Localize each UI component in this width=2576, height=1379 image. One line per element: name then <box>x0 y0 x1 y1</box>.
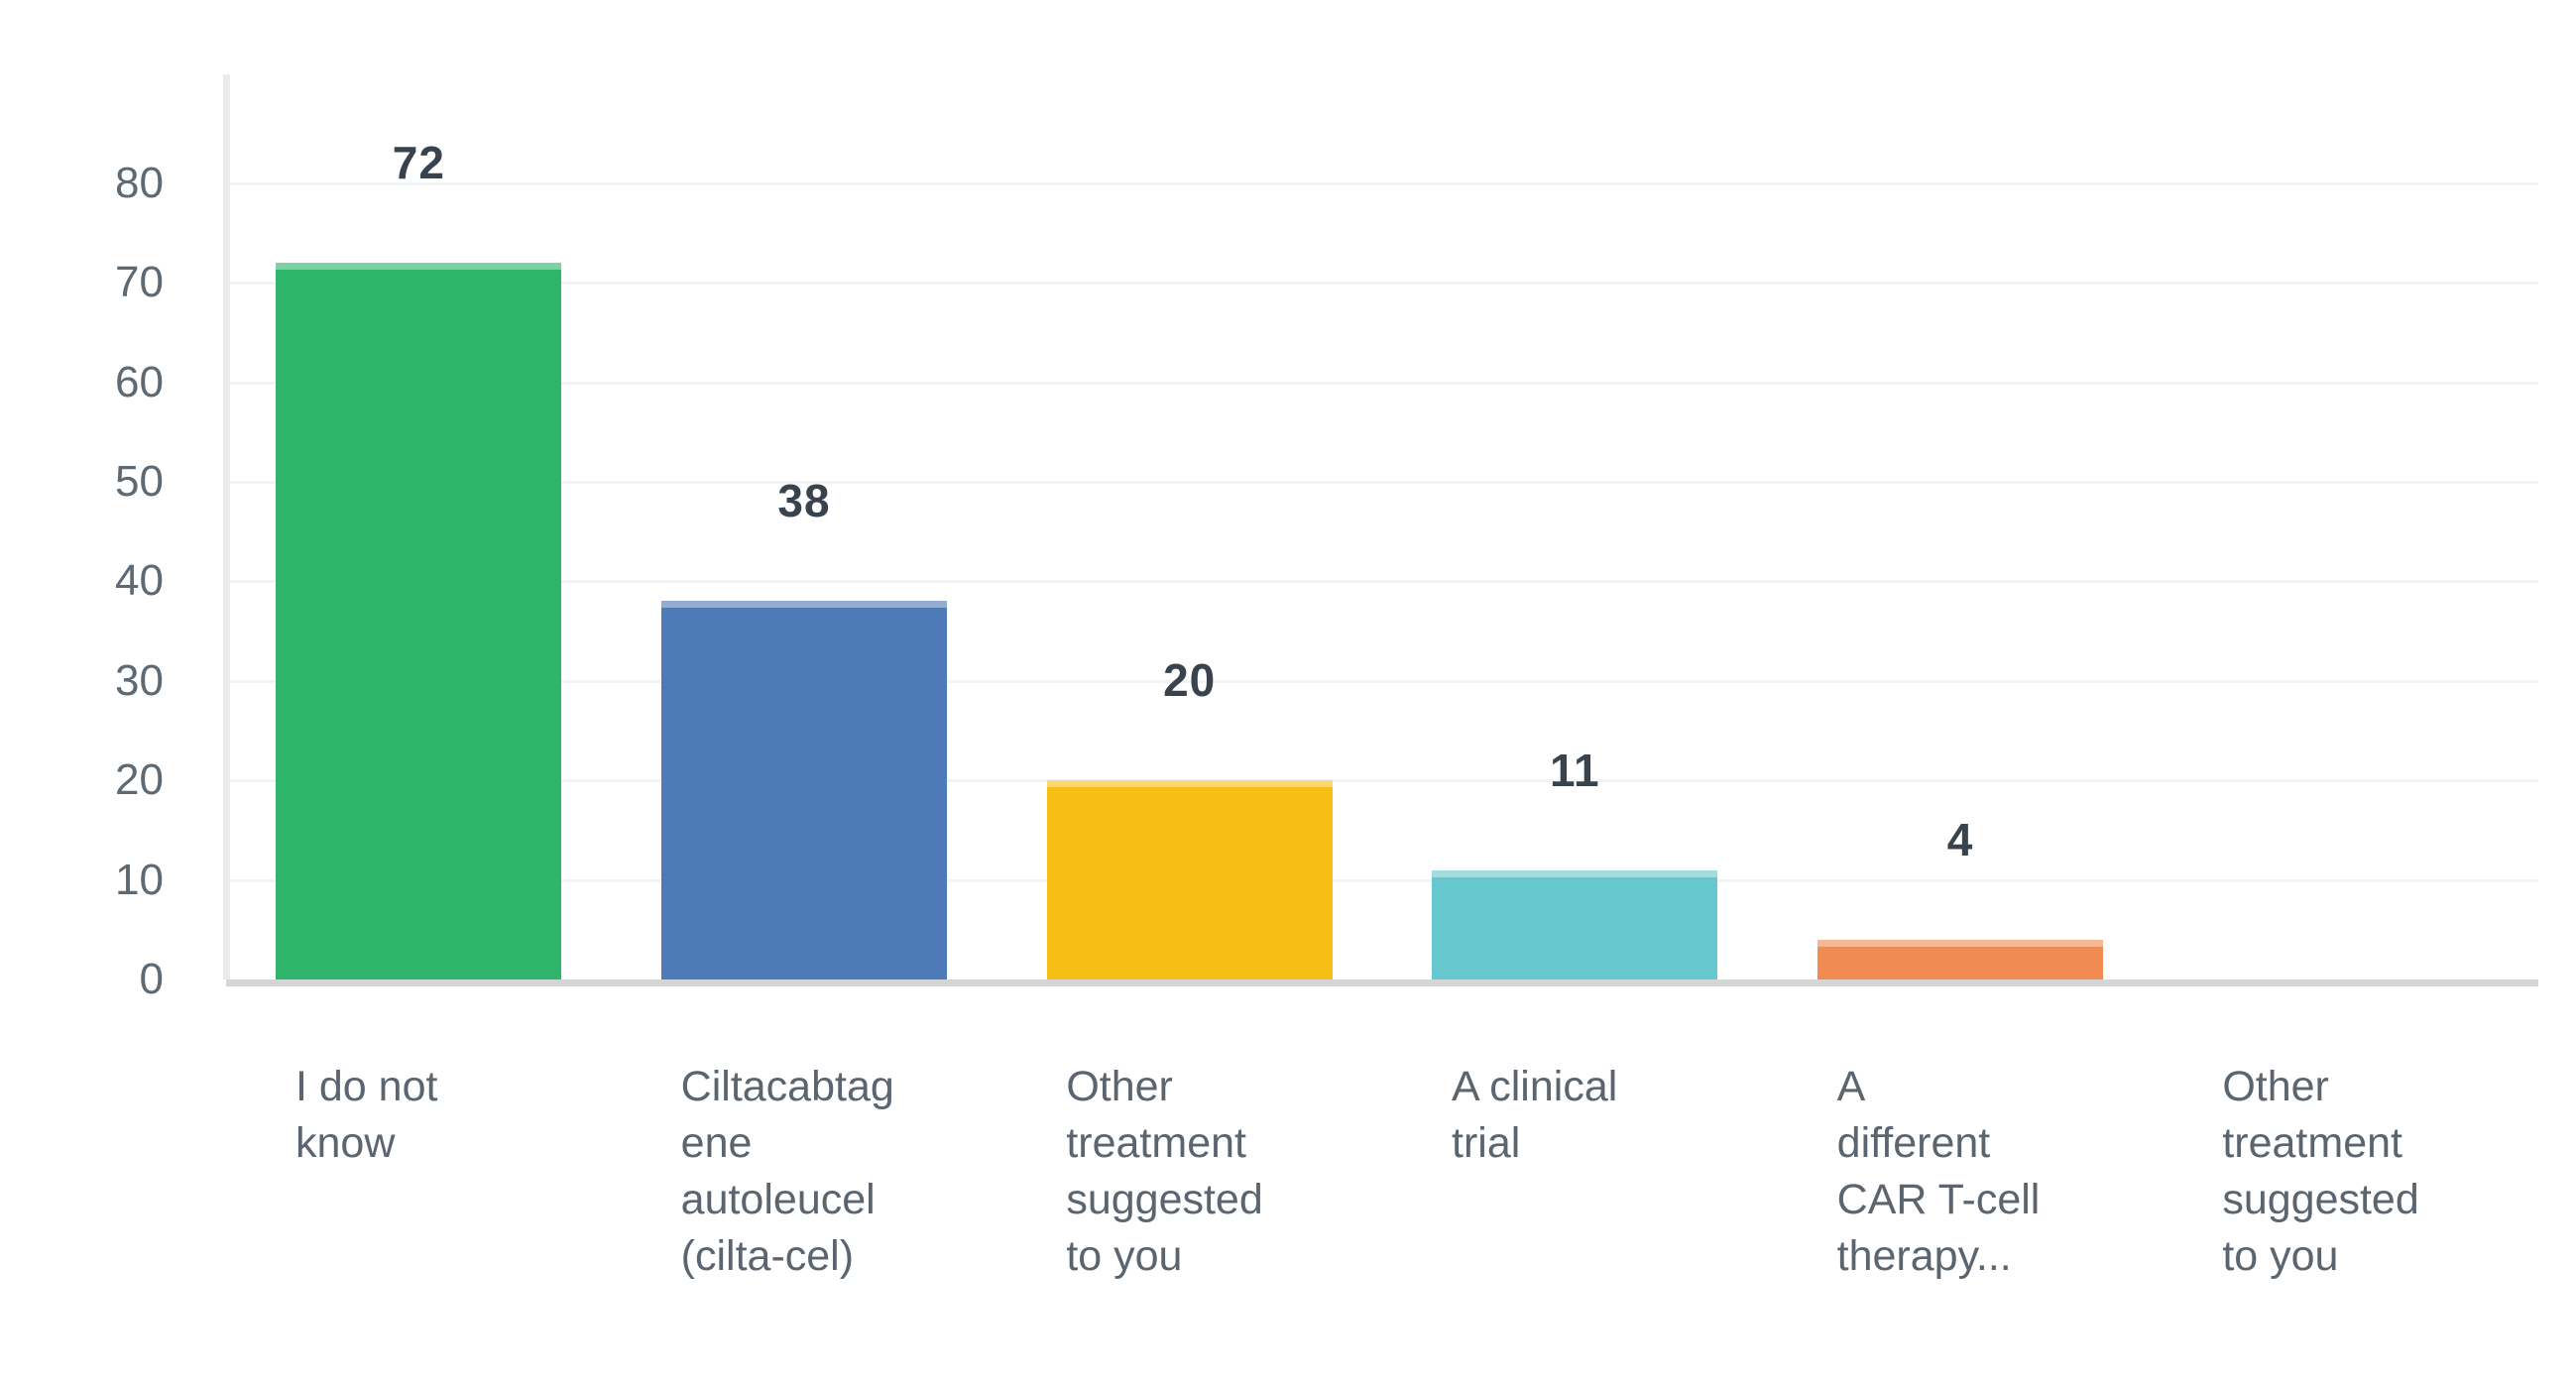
category-label-line: to you <box>2222 1232 2339 1280</box>
category-label-line: Other <box>2222 1063 2329 1110</box>
x-axis-category-label: Ciltacabtag ene autoleucel (cilta-cel) <box>681 1059 997 1285</box>
y-axis-tick-label: 80 <box>115 158 164 207</box>
category-label-line: ene <box>680 1119 753 1167</box>
category-label-line: A clinical <box>1452 1063 1618 1110</box>
category-label-line: autoleucel <box>680 1176 876 1223</box>
y-axis-line <box>223 74 230 979</box>
bar[interactable] <box>661 601 947 979</box>
x-axis-category-label: Other treatment suggested to you <box>2222 1059 2538 1285</box>
y-axis-tick-label: 40 <box>115 556 164 606</box>
gridline <box>226 779 2538 783</box>
y-axis-tick-label: 60 <box>115 357 164 406</box>
bar[interactable] <box>1817 939 2103 979</box>
category-label-line: Other <box>1066 1063 1173 1110</box>
category-label-line: trial <box>1452 1119 1521 1167</box>
bar-value-label: 72 <box>392 137 445 189</box>
bar[interactable] <box>276 263 562 979</box>
y-axis-tick-label: 50 <box>115 457 164 506</box>
category-label-line: know <box>295 1119 396 1167</box>
category-label-line: treatment <box>1066 1119 1246 1167</box>
gridline <box>226 181 2538 185</box>
category-label-line: suggested <box>1066 1176 1263 1223</box>
x-axis-category-label: Other treatment suggested to you <box>1066 1059 1382 1285</box>
y-axis-tick-label: 70 <box>115 258 164 307</box>
category-label-line: therapy... <box>1836 1232 2012 1280</box>
x-axis-category-label: A clinical trial <box>1452 1059 1768 1172</box>
x-axis-category-label: I do not know <box>295 1059 612 1172</box>
gridline <box>226 679 2538 683</box>
y-axis-tick-label: 10 <box>115 855 164 904</box>
bar-value-label: 38 <box>777 475 831 527</box>
bar-value-label: 4 <box>1946 813 1974 865</box>
category-label-line: I do not <box>295 1063 438 1110</box>
category-label-line: different <box>1836 1119 1991 1167</box>
category-label-line: treatment <box>2222 1119 2402 1167</box>
bar[interactable] <box>1046 780 1333 979</box>
category-label-line: Ciltacabtag <box>680 1063 894 1110</box>
category-label-line: A <box>1836 1063 1866 1110</box>
category-label-line: suggested <box>2222 1176 2419 1223</box>
bar-value-label: 11 <box>1550 744 1600 796</box>
gridline <box>226 381 2538 385</box>
y-axis-tick-label: 0 <box>139 955 164 1003</box>
gridline <box>226 481 2538 484</box>
category-label-line: to you <box>1066 1232 1183 1280</box>
gridline <box>226 580 2538 584</box>
category-label-line: CAR T-cell <box>1836 1176 2041 1223</box>
category-label-line: (cilta-cel) <box>680 1232 855 1280</box>
bar[interactable] <box>1432 869 1718 979</box>
gridline <box>226 878 2538 882</box>
y-axis-tick-label: 20 <box>115 755 164 805</box>
y-axis-tick-label: 30 <box>115 655 164 705</box>
bar-value-label: 20 <box>1163 654 1217 707</box>
gridline <box>226 282 2538 286</box>
x-axis-baseline <box>226 979 2538 986</box>
